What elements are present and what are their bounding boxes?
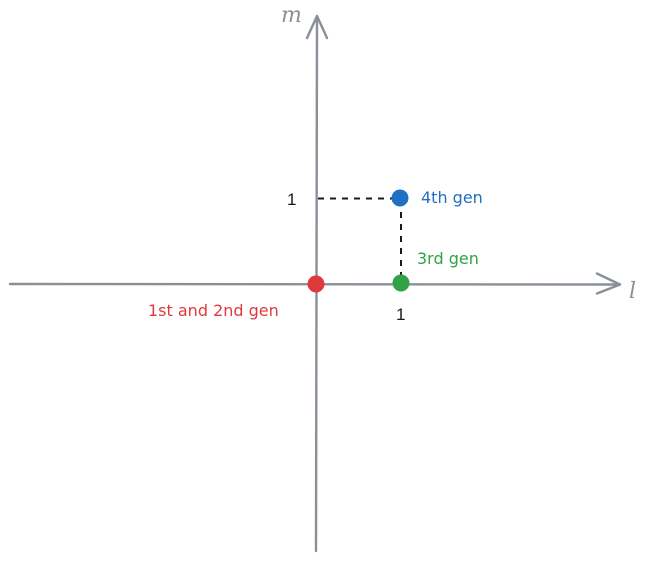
- point-fourth-gen: [391, 189, 409, 207]
- label-third-gen: 3rd gen: [417, 249, 479, 268]
- guide-lines: [318, 197, 402, 281]
- point-first-second-gen: [307, 275, 325, 293]
- label-fourth-gen: 4th gen: [421, 188, 483, 207]
- label-first-second-gen: 1st and 2nd gen: [148, 301, 279, 320]
- x-axis-arrowhead: [595, 272, 622, 295]
- y-axis-label: m: [281, 3, 302, 28]
- x-tick-label: 1: [396, 305, 405, 324]
- y-axis-arrowhead: [305, 14, 329, 40]
- x-axis-label: l: [629, 279, 636, 304]
- y-tick-label: 1: [287, 190, 296, 209]
- point-third-gen: [392, 274, 410, 292]
